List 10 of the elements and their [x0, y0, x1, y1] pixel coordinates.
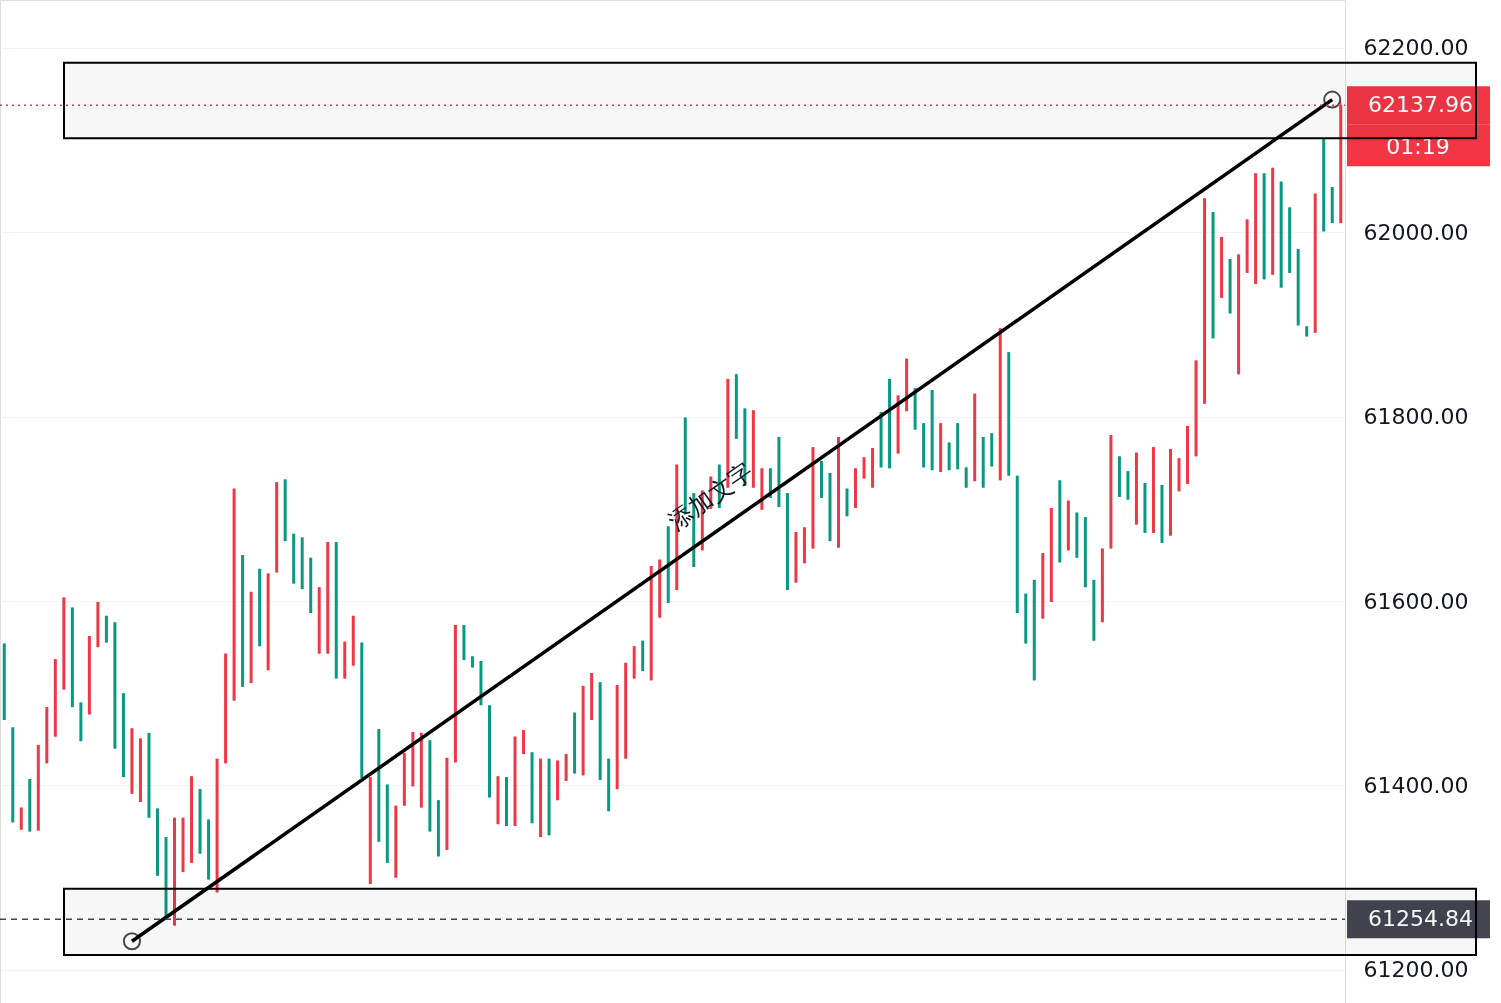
y-tick-label: 62000.00 [1363, 219, 1469, 245]
y-tick-label: 61800.00 [1363, 404, 1469, 430]
ref-line-label: 62137.96 [1368, 92, 1473, 118]
ref-line-label: 61254.84 [1368, 906, 1473, 932]
candlestick [964, 466, 968, 489]
y-tick-label: 61600.00 [1363, 588, 1469, 614]
annotation: 添加文字 [663, 457, 759, 536]
y-tick-label: 61200.00 [1363, 957, 1469, 983]
y-tick-label: 61400.00 [1363, 772, 1469, 798]
y-tick-label: 62200.00 [1363, 35, 1469, 61]
